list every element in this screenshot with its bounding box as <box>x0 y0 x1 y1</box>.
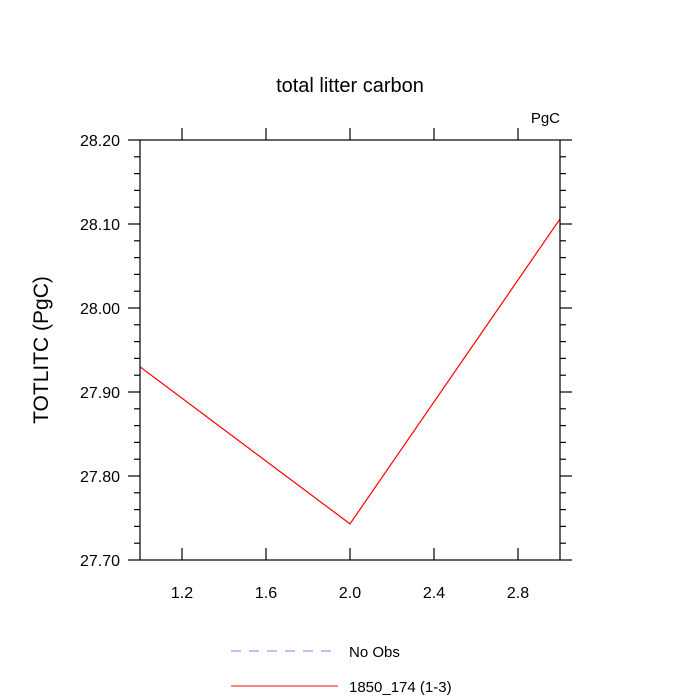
y-axis-label: TOTLITC (PgC) <box>30 276 53 424</box>
y-tick-label: 28.20 <box>80 133 120 150</box>
x-tick-label: 1.6 <box>255 585 277 602</box>
x-tick-label: 2.4 <box>423 585 445 602</box>
x-tick-label: 2.0 <box>339 585 361 602</box>
y-tick-label: 27.90 <box>80 385 120 402</box>
y-tick-label: 27.80 <box>80 469 120 486</box>
y-tick-label: 28.00 <box>80 301 120 318</box>
x-tick-label: 1.2 <box>171 585 193 602</box>
legend-label: 1850_174 (1-3) <box>349 679 452 696</box>
y-tick-label: 27.70 <box>80 553 120 570</box>
series-layer <box>139 218 561 525</box>
units-label: PgC <box>531 110 560 127</box>
legend: No Obs 1850_174 (1-3) <box>231 644 452 696</box>
plot-frame <box>139 139 561 561</box>
x-tick-label: 2.8 <box>507 585 529 602</box>
ticks-layer: 1.2 1.6 2.0 2.4 2.8 27.70 27.80 27.90 28.00 28.10… <box>80 128 572 602</box>
y-tick-label: 28.10 <box>80 217 120 234</box>
chart-title: total litter carbon <box>276 75 424 97</box>
legend-label: No Obs <box>349 644 400 661</box>
series-line-0 <box>139 218 561 525</box>
